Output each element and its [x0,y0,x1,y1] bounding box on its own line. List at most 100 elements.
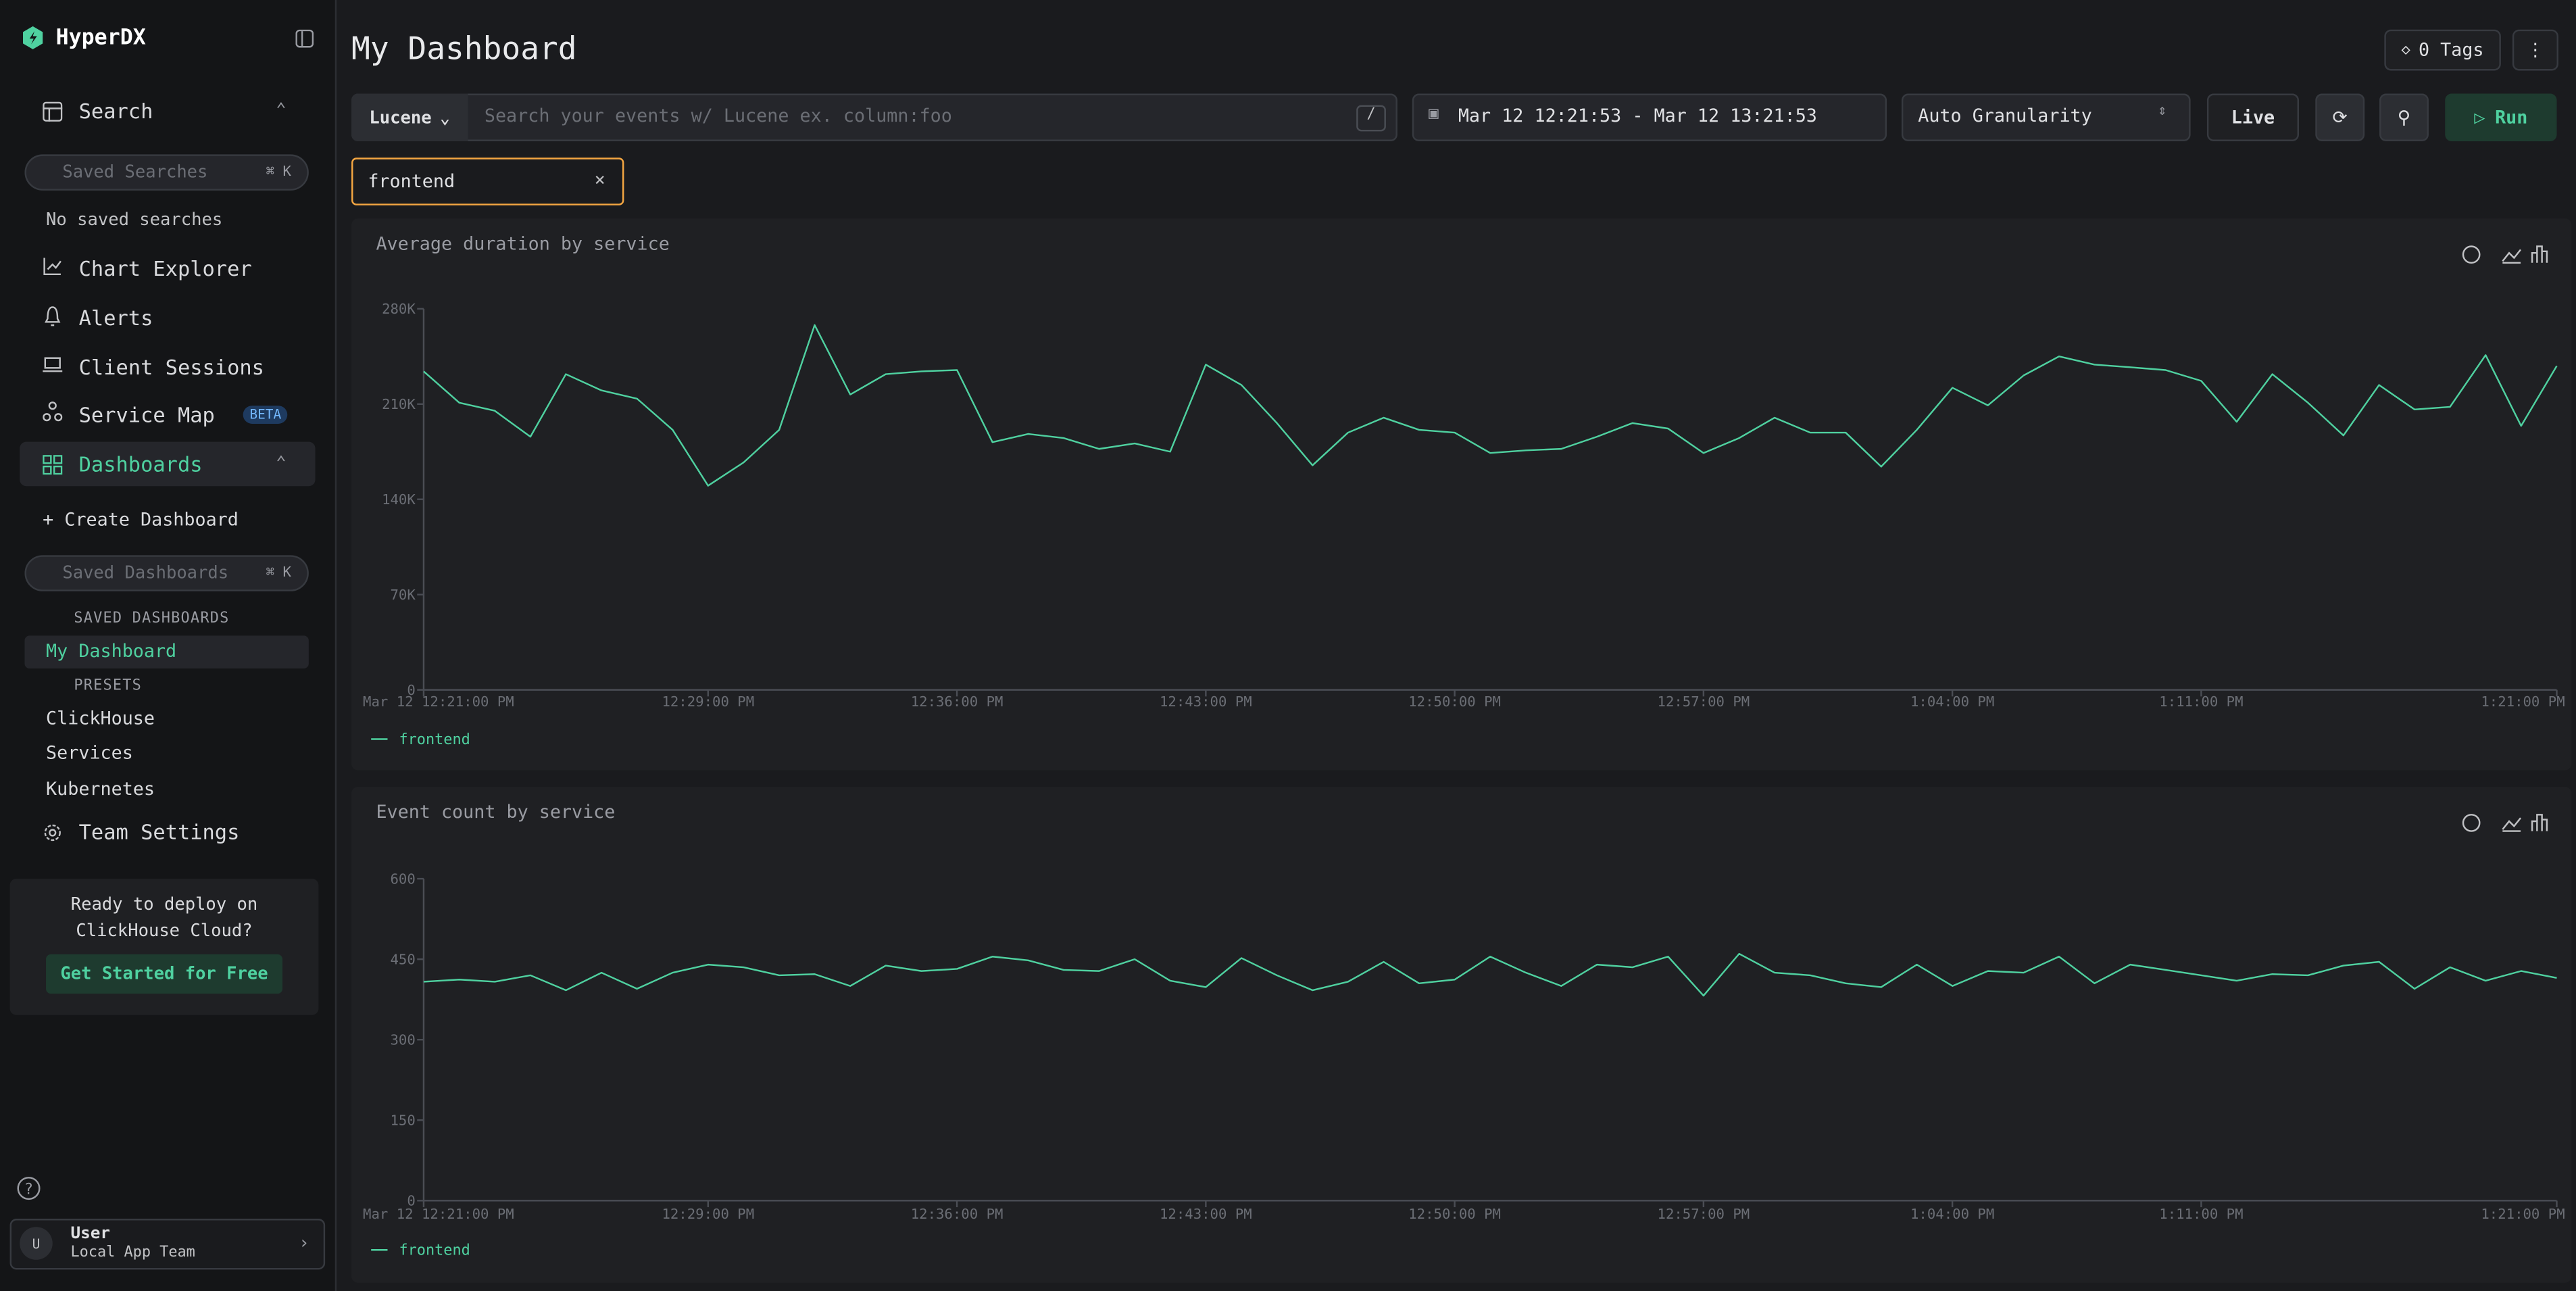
x-tick-label: 12:29:00 PM [662,1206,754,1222]
settings-icon [44,824,61,842]
search-icon [43,101,63,122]
x-tick-label: 12:36:00 PM [911,693,1004,710]
filter-text: frontend [368,170,455,193]
y-tick-label: 150 [391,1113,416,1129]
x-tick-label: 1:21:00 PM [2481,1206,2565,1222]
sidebar: HyperDX Search ⌃ Saved Searches ⌘ K No s… [0,0,337,1291]
series-line [423,324,2558,487]
chart-controls [2462,814,2548,832]
avatar: U [20,1227,53,1260]
select-arrows: ⇕ [2158,103,2167,120]
bar-icon [2531,814,2548,831]
nav-alerts[interactable]: Alerts [78,305,153,331]
nav-service-map[interactable]: Service Map [78,402,215,427]
search-bar [351,93,1397,141]
legend-label: frontend [399,731,470,748]
x-tick-label: 12:43:00 PM [1160,1206,1252,1222]
user-name: User [70,1225,111,1244]
x-tick-label: 12:50:00 PM [1408,1206,1501,1222]
promo-text: Ready to deploy on ClickHouse Cloud? [70,895,258,942]
search-input[interactable]: Search your events w/ Lucene ex. column:… [484,105,952,127]
run-label: Run [2495,106,2528,128]
chart: Event count by service 0 150 300 450 600 Mar 1… [363,802,2565,1259]
y-tick-label: 210K [382,396,416,412]
chart: Average duration by service 0 70K 140K 210K 2… [363,233,2565,748]
x-tick-label: 1:11:00 PM [2159,693,2243,710]
chart-panel: Event count by service 0 150 300 450 600 Mar 1… [351,786,2572,1283]
logo-icon [23,26,43,49]
nav-dashboards[interactable]: Dashboards [78,452,203,477]
y-tick-label: 280K [382,301,416,317]
granularity-select[interactable] [1901,93,2191,141]
run-button[interactable]: ▷ Run [2445,93,2557,141]
shortcut: ⌘ K [266,164,291,181]
y-tick-label: 0 [407,1193,415,1209]
tags-label: 0 Tags [2418,39,2484,61]
play-icon: ▷ [2474,106,2485,128]
nav-client-sessions[interactable]: Client Sessions [78,354,264,380]
nav-icons [43,258,63,422]
chevron: ⌃ [276,453,287,473]
dashboard-link[interactable]: My Dashboard [46,640,177,662]
chart-title: Average duration by service [376,233,669,254]
chart-panel: Average duration by service 0 70K 140K 210K 2… [351,218,2572,771]
svg-text:?: ? [24,1182,33,1198]
chart-controls [2462,245,2548,264]
refresh-button[interactable]: ⟳ [2315,93,2365,141]
x-tick-label: 12:36:00 PM [911,1206,1004,1222]
language-label: Lucene [369,107,432,128]
x-tick-label: 1:04:00 PM [1910,1206,1994,1222]
chevron: ⌃ [276,100,287,120]
y-tick-label: 450 [391,951,416,967]
line-icon [2502,817,2521,832]
search-key: / [1356,105,1386,132]
tags-button[interactable]: ◇ 0 Tags [2384,29,2501,71]
y-tick-label: 70K [391,587,416,603]
y-tick-label: 600 [391,871,416,887]
presets-header: PRESETS [74,678,143,695]
nav-chart-explorer[interactable]: Chart Explorer [78,256,252,281]
time-icon [2462,814,2481,832]
create-dashboard[interactable]: + Create Dashboard [43,509,239,531]
language-select[interactable]: Lucene ⌄ [351,93,468,141]
y-tick-label: 0 [407,682,415,698]
chart-title: Event count by service [376,802,615,823]
x-tick-label: 12:50:00 PM [1408,693,1501,710]
x-tick-label: 12:57:00 PM [1658,1206,1750,1222]
bar-icon [2531,245,2548,263]
nav-team-settings[interactable]: Team Settings [78,819,240,845]
promo-button[interactable]: Get Started for Free [46,954,282,994]
no-saved: No saved searches [46,210,223,230]
clear-filter[interactable]: × [594,169,605,191]
page-title: My Dashboard [351,31,577,68]
chevron: ⌄ [439,107,451,128]
saved-search-placeholder: Saved Searches [62,162,208,182]
preset-link[interactable]: Services [46,742,133,764]
beta-badge: BETA [243,406,288,424]
time-picker[interactable] [1412,93,1887,141]
more-button[interactable]: ⋮ [2512,29,2558,71]
saved-dashboards-header: SAVED DASHBOARDS [74,610,230,628]
nav-search[interactable]: Search [78,98,153,124]
help-icon[interactable]: ? [16,1176,41,1200]
brand: HyperDX [55,26,146,51]
user-card[interactable] [9,1219,326,1270]
x-tick-label: 1:21:00 PM [2481,693,2565,710]
live-button[interactable]: Live [2206,93,2299,141]
filter-button[interactable]: ⚲ [2379,93,2429,141]
saved-search-input[interactable] [24,154,309,191]
calendar-icon: ▣ [1429,105,1439,124]
time-icon [2462,245,2481,264]
saved-dashboards-input[interactable] [24,555,309,591]
preset-link[interactable]: ClickHouse [46,708,155,729]
filter-input[interactable] [351,157,624,205]
dashboards-icon [43,455,63,475]
y-tick-label: 140K [382,491,416,508]
x-tick-label: 1:04:00 PM [1910,693,1994,710]
x-tick-label: 12:57:00 PM [1658,693,1750,710]
series-line [423,952,2557,997]
collapse-button[interactable] [295,29,314,48]
preset-link[interactable]: Kubernetes [46,778,155,800]
